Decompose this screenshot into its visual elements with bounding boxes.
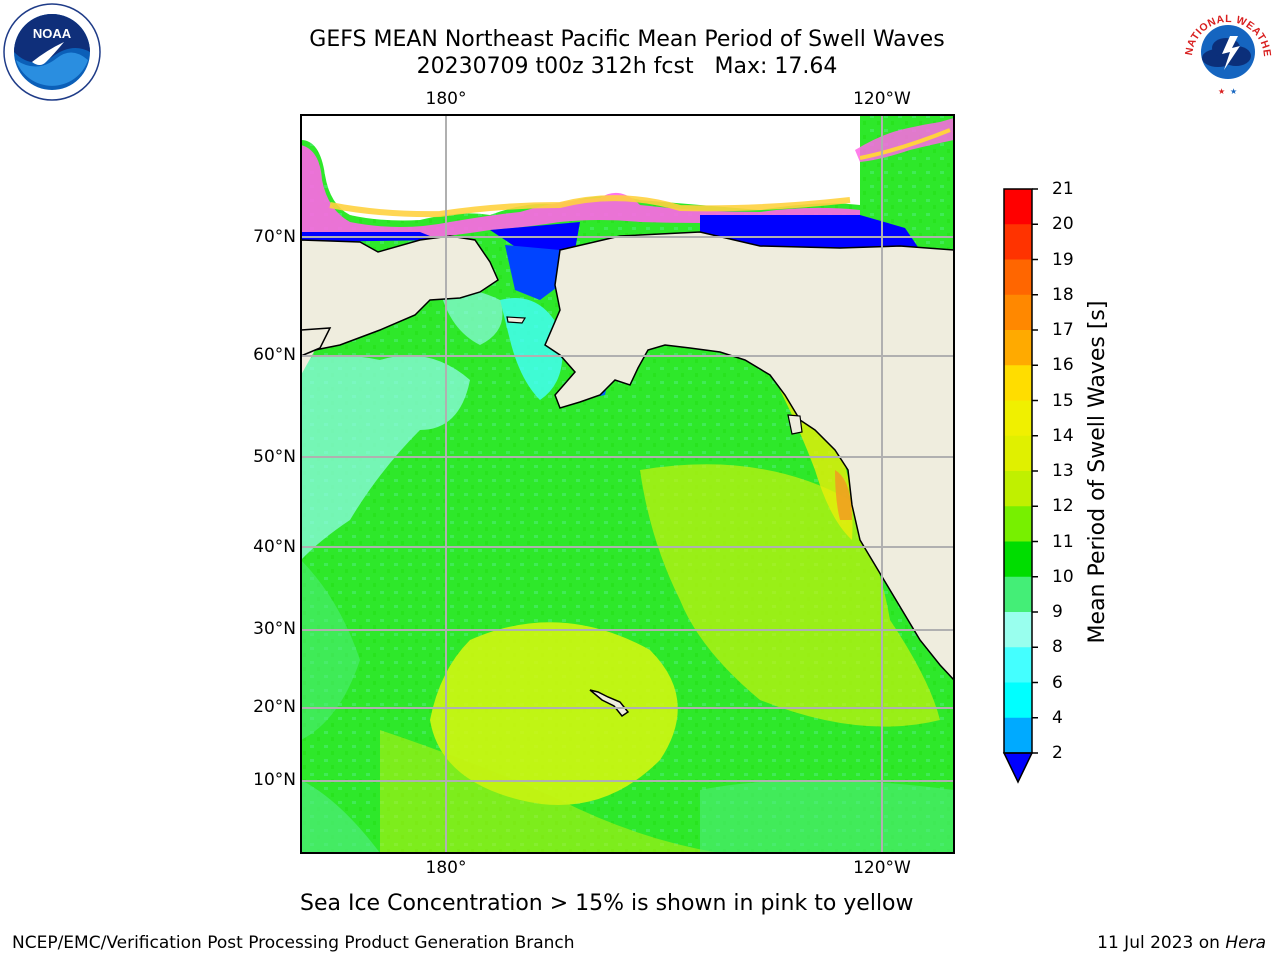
lat-label-20n: 20°N — [253, 697, 296, 717]
colorbar-segment — [1004, 717, 1032, 754]
colorbar-tick-label: 10 — [1052, 566, 1074, 587]
lon-label-top-180: 180° — [425, 89, 467, 109]
colorbar-tick-label: 12 — [1052, 496, 1074, 517]
colorbar-segment — [1004, 365, 1032, 401]
lon-label-top-120w: 120°W — [853, 89, 911, 109]
colorbar-tick-label: 6 — [1052, 672, 1063, 693]
colorbar-extend-min — [1002, 752, 1034, 784]
colorbar-tick-label: 16 — [1052, 355, 1074, 376]
map-plot-area — [301, 115, 954, 853]
nws-logo-icon: NATIONAL WEATHER SERVICE ★ ★ — [1178, 2, 1275, 99]
colorbar-segment — [1004, 400, 1032, 437]
svg-text:★: ★ — [1230, 87, 1237, 96]
field-yellow-hawaii — [430, 622, 678, 805]
colorbar-tick-label: 9 — [1052, 602, 1063, 622]
colorbar-tick-label: 8 — [1052, 637, 1063, 658]
colorbar-segment — [1004, 435, 1032, 472]
lat-label-70n: 70°N — [253, 227, 296, 247]
field-yellow-east — [640, 464, 940, 727]
colorbar-segment — [1004, 682, 1032, 719]
colorbar-segment — [1004, 330, 1032, 366]
colorbar-segment — [1004, 189, 1032, 225]
footer-credit: NCEP/EMC/Verification Post Processing Pr… — [12, 933, 575, 953]
colorbar-tick-label: 14 — [1052, 425, 1074, 446]
svg-text:★: ★ — [1218, 87, 1225, 96]
map-gridlines — [301, 115, 954, 853]
title-line-1: GEFS MEAN Northeast Pacific Mean Period … — [309, 27, 945, 52]
field-blue-beaufort — [700, 215, 920, 250]
land-chukotka — [301, 235, 499, 356]
colorbar-segment — [1004, 294, 1032, 331]
land-hawaii — [589, 689, 630, 718]
colorbar-tick-label: 17 — [1052, 320, 1074, 340]
lat-label-30n: 30°N — [253, 619, 296, 639]
colorbar-tick-label: 18 — [1052, 284, 1074, 305]
footer-host: Hera — [1225, 933, 1266, 953]
lat-label-50n: 50°N — [253, 447, 296, 467]
colorbar-segment — [1004, 471, 1032, 507]
noaa-logo-text: NOAA — [33, 26, 72, 41]
colorbar-segment — [1004, 576, 1032, 613]
colorbar-tick-label: 11 — [1052, 531, 1074, 552]
colorbar-tick-label: 21 — [1052, 179, 1074, 199]
colorbar-tick-label: 2 — [1052, 743, 1063, 763]
lon-label-bottom-180: 180° — [425, 858, 467, 878]
lat-label-60n: 60°N — [253, 345, 296, 365]
footer-date: 11 Jul 2023 on Hera — [1097, 933, 1266, 953]
land-north-america — [544, 115, 954, 682]
colorbar-border — [1003, 188, 1033, 754]
colorbar-title: Mean Period of Swell Waves [s] — [1085, 300, 1110, 644]
colorbar-tick-label: 20 — [1052, 214, 1074, 235]
colorbar — [1004, 188, 1038, 754]
colorbar-segment — [1004, 541, 1032, 578]
arctic-ice-area — [301, 115, 860, 221]
lat-label-40n: 40°N — [253, 537, 296, 557]
noaa-logo-icon: NOAA — [3, 3, 101, 101]
colorbar-segment — [1004, 506, 1032, 542]
title-line-2: 20230709 t00z 312h fcst Max: 17.64 — [416, 54, 838, 79]
colorbar-segment — [1004, 647, 1032, 683]
colorbar-segment — [1004, 259, 1032, 296]
colorbar-tick-label: 19 — [1052, 249, 1074, 270]
colorbar-tick-label: 13 — [1052, 461, 1074, 481]
colorbar-tick-label: 15 — [1052, 390, 1074, 411]
map-border — [300, 114, 955, 854]
lat-label-10n: 10°N — [253, 770, 296, 790]
colorbar-segment — [1004, 224, 1032, 260]
lon-label-bottom-120w: 120°W — [853, 858, 911, 878]
sea-ice-note: Sea Ice Concentration > 15% is shown in … — [300, 891, 914, 916]
footer-date-text: 11 Jul 2023 on — [1097, 933, 1226, 953]
colorbar-tick-label: 4 — [1052, 707, 1063, 728]
colorbar-segment — [1004, 612, 1032, 648]
